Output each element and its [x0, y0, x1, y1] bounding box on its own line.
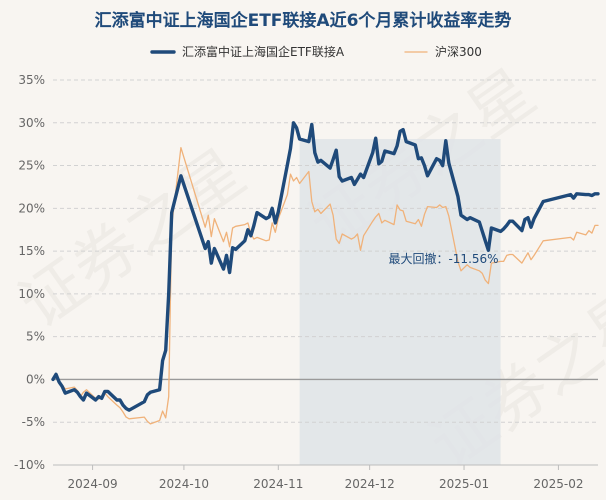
series-line-benchmark — [52, 146, 599, 425]
legend-label: 汇添富中证上海国企ETF联接A — [182, 44, 345, 59]
legend-label: 沪深300 — [435, 45, 482, 59]
y-tick-label: 5% — [26, 330, 45, 344]
y-tick-label: 10% — [18, 287, 45, 301]
y-tick-label: -5% — [22, 415, 45, 429]
series-line-fund — [51, 121, 600, 412]
grid-lines — [53, 79, 598, 466]
x-axis-ticks: 2024-09 2024-10 2024-11 2024-12 2025-01 2025-… — [68, 465, 583, 491]
x-tick-label: 2025-02 — [533, 477, 583, 491]
legend: 汇添富中证上海国企ETF联接A 沪深300 — [150, 44, 482, 59]
y-tick-label: 0% — [26, 372, 45, 386]
x-tick-label: 2025-01 — [439, 477, 489, 491]
y-tick-label: 25% — [18, 159, 45, 173]
y-tick-label: 30% — [18, 116, 45, 130]
y-tick-label: 35% — [18, 73, 45, 87]
x-tick-label: 2024-12 — [345, 477, 395, 491]
x-tick-label: 2024-11 — [253, 477, 303, 491]
y-axis-ticks: -10% -5% 0% 5% 10% 15% 20% 25% 30% 35% — [14, 73, 45, 472]
x-tick-label: 2024-09 — [68, 477, 118, 491]
chart-title: 汇添富中证上海国企ETF联接A近6个月累计收益率走势 — [95, 10, 512, 31]
y-tick-label: 20% — [18, 201, 45, 215]
series-lines — [51, 121, 600, 425]
max-drawdown-area — [299, 139, 501, 466]
x-tick-label: 2024-10 — [159, 477, 209, 491]
max-drawdown-label: 最大回撤：-11.56% — [388, 251, 498, 266]
y-tick-label: 15% — [18, 244, 45, 258]
y-tick-label: -10% — [14, 458, 45, 472]
